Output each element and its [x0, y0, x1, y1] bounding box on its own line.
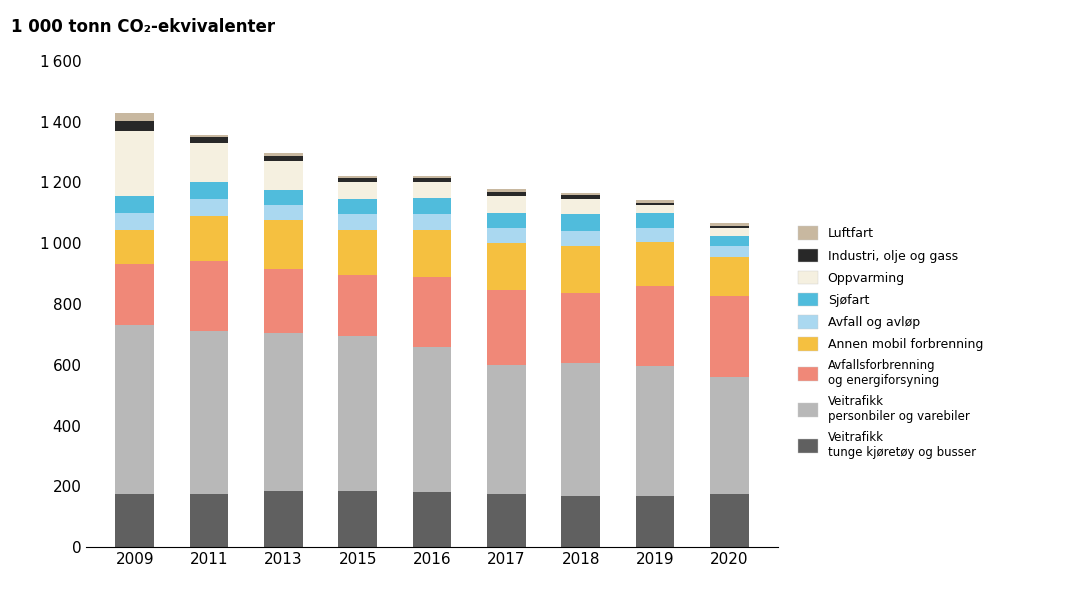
Bar — [562, 199, 600, 214]
Bar — [413, 182, 451, 198]
Bar — [264, 161, 302, 190]
Bar — [487, 494, 526, 547]
Bar — [487, 213, 526, 228]
Bar — [190, 331, 228, 494]
Bar — [487, 365, 526, 494]
Bar — [636, 496, 674, 547]
Bar — [562, 193, 600, 196]
Bar — [190, 494, 228, 547]
Bar — [338, 230, 377, 275]
Bar — [413, 176, 451, 178]
Bar — [338, 336, 377, 491]
Bar — [562, 231, 600, 246]
Bar — [413, 230, 451, 277]
Bar — [710, 494, 748, 547]
Bar — [710, 236, 748, 246]
Bar — [264, 153, 302, 156]
Bar — [264, 190, 302, 205]
Bar — [487, 196, 526, 213]
Bar — [264, 491, 302, 547]
Bar — [338, 178, 377, 182]
Bar — [562, 294, 600, 364]
Bar — [264, 206, 302, 221]
Bar — [413, 347, 451, 492]
Bar — [710, 246, 748, 257]
Bar — [710, 223, 748, 226]
Bar — [116, 131, 154, 196]
Bar — [487, 243, 526, 290]
Bar — [338, 275, 377, 336]
Bar — [190, 261, 228, 331]
Bar — [487, 189, 526, 192]
Bar — [413, 178, 451, 182]
Bar — [636, 366, 674, 496]
Bar — [562, 496, 600, 547]
Bar — [116, 196, 154, 213]
Bar — [413, 198, 451, 214]
Bar — [338, 182, 377, 199]
Bar — [338, 176, 377, 178]
Bar — [190, 216, 228, 261]
Bar — [487, 192, 526, 196]
Bar — [636, 205, 674, 213]
Bar — [190, 137, 228, 143]
Bar — [264, 269, 302, 333]
Bar — [636, 228, 674, 241]
Bar — [116, 264, 154, 325]
Bar — [116, 121, 154, 131]
Bar — [710, 297, 748, 377]
Bar — [487, 228, 526, 243]
Bar — [562, 364, 600, 496]
Bar — [338, 199, 377, 214]
Text: 1 000 tonn CO₂-ekvivalenter: 1 000 tonn CO₂-ekvivalenter — [11, 18, 275, 36]
Bar — [487, 290, 526, 365]
Bar — [264, 221, 302, 269]
Bar — [636, 200, 674, 202]
Bar — [710, 228, 748, 236]
Bar — [116, 113, 154, 121]
Bar — [710, 226, 748, 228]
Bar — [116, 230, 154, 264]
Bar — [710, 257, 748, 297]
Bar — [338, 491, 377, 547]
Bar — [413, 215, 451, 230]
Bar — [636, 242, 674, 286]
Bar — [190, 135, 228, 137]
Bar — [116, 325, 154, 494]
Bar — [562, 246, 600, 294]
Bar — [636, 202, 674, 205]
Bar — [413, 277, 451, 347]
Bar — [413, 492, 451, 547]
Bar — [636, 286, 674, 366]
Bar — [190, 143, 228, 182]
Bar — [264, 333, 302, 491]
Bar — [190, 199, 228, 216]
Bar — [338, 215, 377, 230]
Bar — [636, 213, 674, 228]
Bar — [562, 196, 600, 199]
Bar — [710, 377, 748, 494]
Bar — [116, 494, 154, 547]
Bar — [190, 182, 228, 199]
Bar — [116, 213, 154, 230]
Bar — [264, 156, 302, 161]
Legend: Luftfart, Industri, olje og gass, Oppvarming, Sjøfart, Avfall og avløp, Annen mo: Luftfart, Industri, olje og gass, Oppvar… — [798, 226, 983, 460]
Bar — [562, 214, 600, 231]
